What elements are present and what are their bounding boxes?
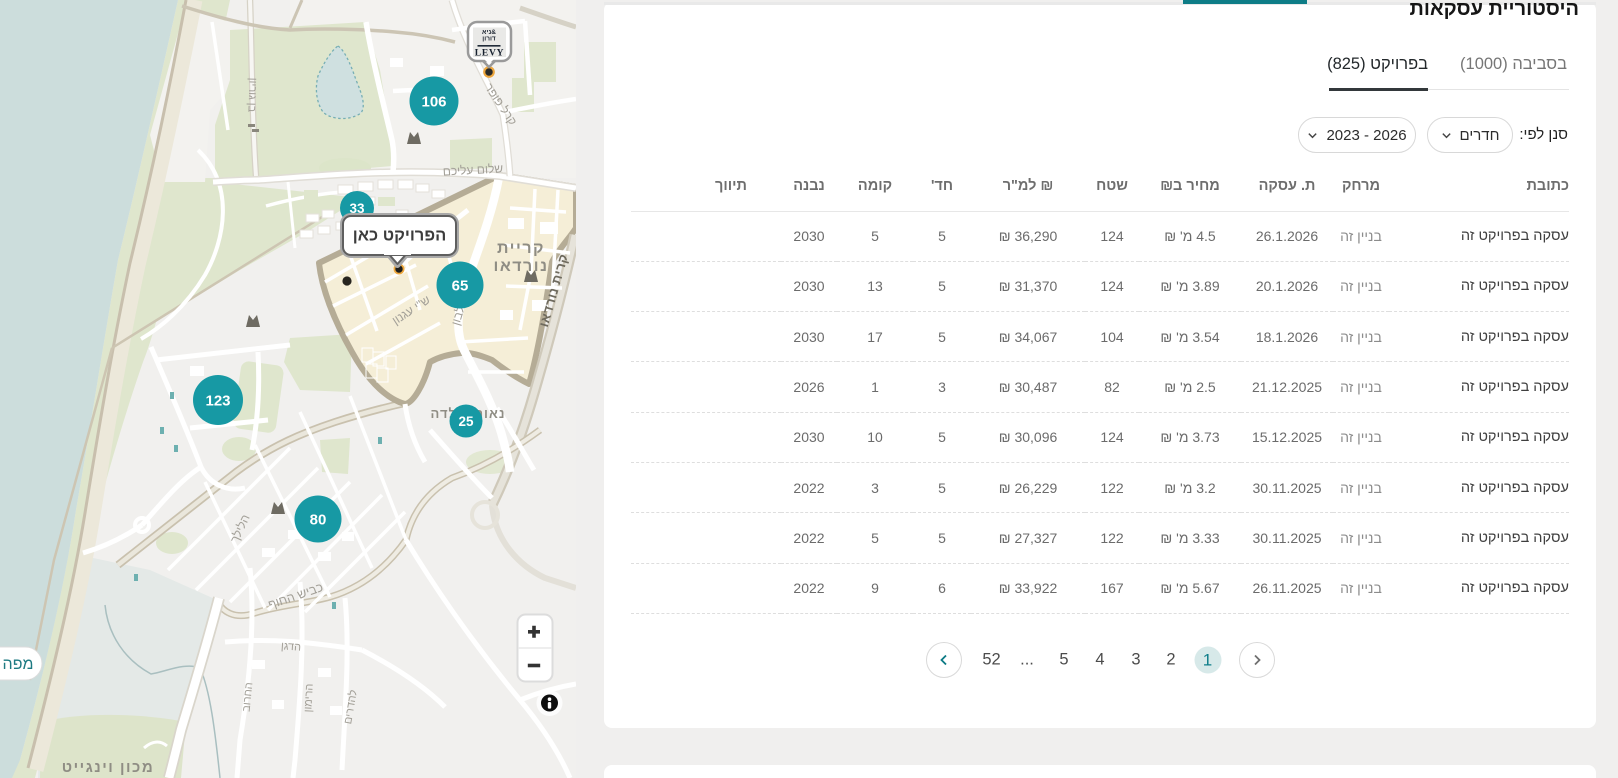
svg-text:החרוב: החרוב (240, 682, 255, 713)
svg-text:33: 33 (349, 201, 365, 216)
svg-text:מפה: מפה (3, 656, 34, 673)
svg-text:בן גוריון: בן גוריון (245, 78, 258, 113)
svg-text:הדגן: הדגן (281, 640, 302, 653)
svg-text:123: 123 (205, 393, 230, 410)
svg-text:לבון: לבון (448, 304, 467, 327)
svg-text:25: 25 (458, 414, 474, 429)
svg-text:ניא&: ניא& (482, 29, 496, 36)
svg-text:שלום עליכם: שלום עליכם (442, 161, 503, 178)
svg-text:65: 65 (452, 278, 469, 295)
svg-text:קריית: קריית (497, 240, 545, 257)
svg-text:נורדאו: נורדאו (494, 258, 549, 275)
svg-text:LEVY: LEVY (475, 49, 505, 59)
svg-text:106: 106 (421, 94, 446, 111)
svg-text:הפרויקט כאן: הפרויקט כאן (353, 227, 446, 245)
svg-text:להדרים: להדרים (341, 689, 360, 726)
svg-text:דורון: דורון (482, 36, 496, 43)
svg-text:הרימון: הרימון (302, 683, 315, 712)
svg-text:מכון וינגייט: מכון וינגייט (62, 759, 155, 776)
svg-text:80: 80 (310, 512, 327, 529)
